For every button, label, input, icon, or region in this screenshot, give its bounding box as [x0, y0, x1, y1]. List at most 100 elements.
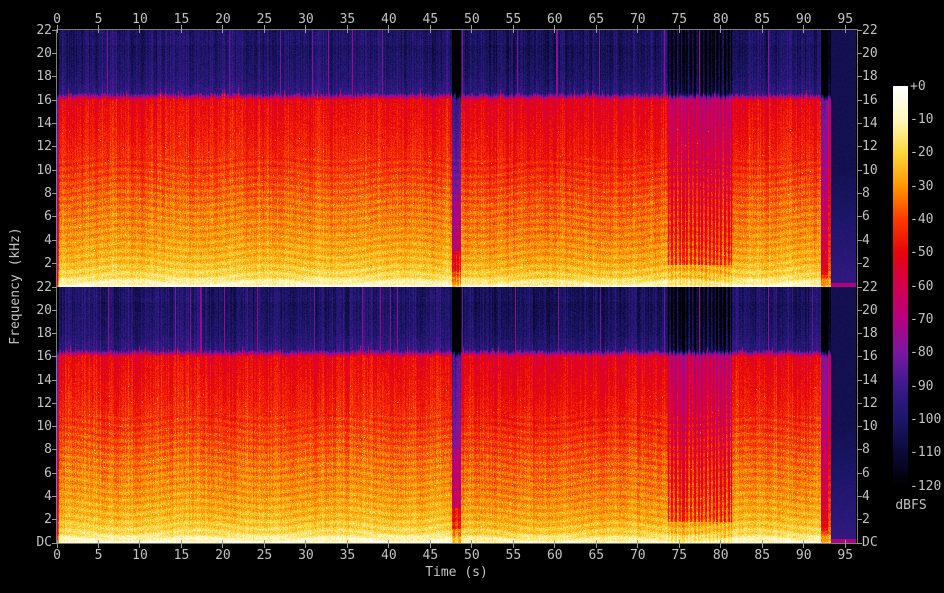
time-tick-bottom: [305, 540, 307, 548]
time-tick-top: [595, 25, 597, 33]
spectrogram-channel-0: [57, 30, 856, 287]
time-tick-label-top: 45: [422, 12, 439, 27]
time-tick-label-top: 40: [381, 12, 397, 27]
db-tick-label: -30: [910, 178, 934, 194]
top-axis-line: [56, 29, 858, 30]
freq-tick-label-right: 8: [862, 442, 870, 458]
freq-tick-label-right: 6: [862, 465, 870, 481]
freq-tick-right: [857, 309, 862, 311]
db-tick-label: +0: [910, 78, 926, 94]
time-tick-label-bottom: 15: [173, 548, 190, 563]
time-tick-label-top: 25: [256, 12, 273, 27]
time-tick-label-top: 65: [588, 12, 605, 27]
time-tick-top: [346, 25, 348, 33]
freq-tick-label-left: 22: [36, 22, 52, 38]
freq-tick-left: [52, 286, 57, 288]
freq-tick-right: [857, 52, 862, 54]
freq-tick-label-left: 8: [44, 442, 52, 458]
time-tick-bottom: [346, 540, 348, 548]
freq-tick-label-left: 12: [36, 395, 52, 411]
freq-tick-left: [52, 146, 57, 148]
freq-tick-label-right: 16: [862, 92, 878, 108]
time-tick-label-bottom: 40: [381, 548, 397, 563]
freq-tick-left: [52, 472, 57, 474]
time-tick-label-bottom: 80: [712, 548, 729, 563]
freq-dc-label-left: DC: [36, 535, 52, 550]
db-tick-label: -10: [910, 111, 934, 127]
freq-tick-right: [857, 216, 862, 218]
time-tick-top: [97, 25, 99, 33]
time-tick-top: [512, 25, 514, 33]
time-tick-label-top: 35: [339, 12, 356, 27]
time-tick-top: [761, 25, 763, 33]
time-tick-bottom: [56, 540, 58, 548]
freq-tick-label-left: 10: [36, 419, 52, 435]
freq-tick-right: [857, 263, 862, 265]
freq-tick-right: [857, 542, 862, 544]
db-tick-label: -70: [910, 311, 934, 327]
time-tick-bottom: [388, 540, 390, 548]
freq-tick-left: [52, 99, 57, 101]
time-tick-label-bottom: 10: [132, 548, 148, 563]
freq-tick-right: [857, 449, 862, 451]
time-tick-label-top: 10: [132, 12, 148, 27]
db-tick-label: -60: [910, 278, 934, 294]
spectrogram-channel-1: [57, 287, 856, 543]
freq-tick-label-left: 4: [44, 232, 52, 248]
time-tick-label-bottom: 35: [339, 548, 356, 563]
time-tick-label-top: 75: [671, 12, 688, 27]
freq-tick-label-left: 2: [44, 256, 52, 272]
time-tick-label-top: 85: [754, 12, 771, 27]
freq-tick-label-right: 18: [862, 69, 878, 85]
time-tick-label-bottom: 0: [53, 548, 61, 563]
time-tick-top: [305, 25, 307, 33]
freq-tick-right: [857, 333, 862, 335]
time-tick-label-bottom: 25: [256, 548, 273, 563]
freq-tick-right: [857, 99, 862, 101]
freq-tick-left: [52, 52, 57, 54]
time-tick-bottom: [844, 540, 846, 548]
freq-tick-label-right: 12: [862, 395, 878, 411]
freq-tick-left: [52, 402, 57, 404]
time-tick-bottom: [180, 540, 182, 548]
time-tick-label-bottom: 75: [671, 548, 688, 563]
time-tick-top: [180, 25, 182, 33]
time-tick-top: [554, 25, 556, 33]
dbfs-colorbar: [893, 86, 908, 486]
freq-tick-left: [52, 519, 57, 521]
time-tick-label-bottom: 70: [629, 548, 646, 563]
freq-tick-label-right: 6: [862, 209, 870, 225]
freq-tick-left: [52, 449, 57, 451]
freq-tick-label-left: 12: [36, 139, 52, 155]
freq-tick-label-right: 4: [862, 488, 870, 504]
time-tick-bottom: [761, 540, 763, 548]
time-tick-top: [222, 25, 224, 33]
db-tick-label: -90: [910, 378, 934, 394]
time-tick-label-bottom: 50: [464, 548, 480, 563]
time-tick-label-bottom: 95: [837, 548, 854, 563]
bottom-axis-line: [56, 543, 858, 544]
freq-tick-label-left: 18: [36, 326, 52, 342]
time-tick-top: [720, 25, 722, 33]
time-tick-top: [471, 25, 473, 33]
time-tick-label-top: 55: [505, 12, 522, 27]
freq-tick-left: [52, 193, 57, 195]
time-tick-bottom: [595, 540, 597, 548]
freq-dc-label-right: DC: [862, 535, 878, 550]
freq-tick-right: [857, 495, 862, 497]
time-tick-label-bottom: 85: [754, 548, 771, 563]
freq-tick-label-right: 14: [862, 115, 878, 131]
freq-tick-label-right: 10: [862, 419, 878, 435]
freq-tick-right: [857, 356, 862, 358]
freq-tick-left: [52, 76, 57, 78]
freq-tick-label-left: 22: [36, 279, 52, 295]
time-tick-bottom: [720, 540, 722, 548]
freq-tick-label-right: 2: [862, 256, 870, 272]
db-tick-label: -110: [910, 445, 942, 461]
freq-tick-label-right: 8: [862, 186, 870, 202]
freq-tick-left: [52, 122, 57, 124]
freq-tick-right: [857, 472, 862, 474]
time-tick-top: [388, 25, 390, 33]
time-tick-bottom: [554, 540, 556, 548]
